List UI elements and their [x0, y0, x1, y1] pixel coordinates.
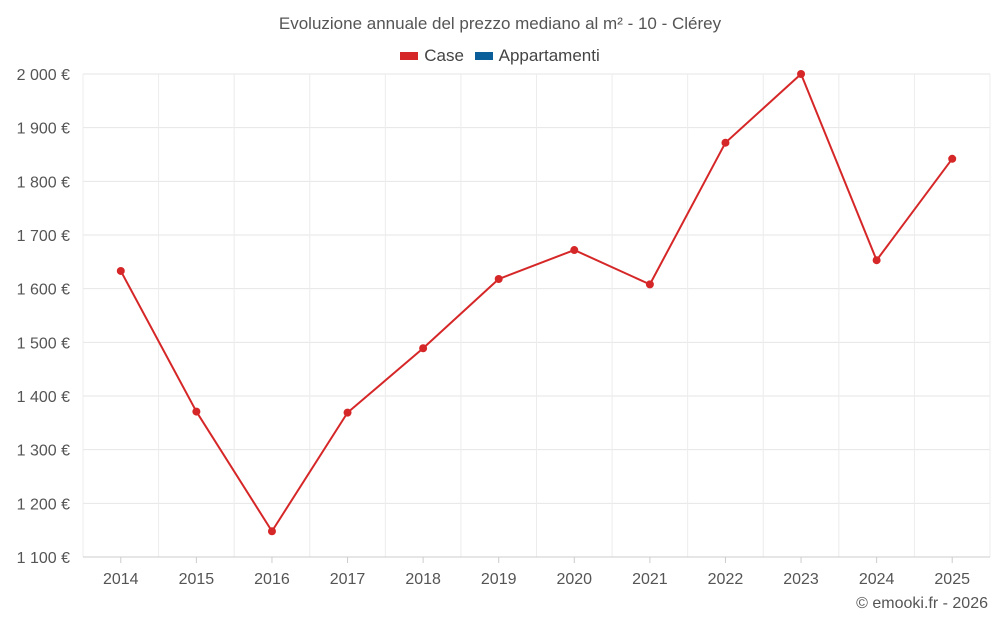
y-tick-label: 1 100 € [17, 550, 70, 567]
series-layer [116, 70, 957, 536]
x-tick-label: 2025 [934, 571, 970, 588]
x-tick-label: 2015 [179, 571, 215, 588]
series-line-case [119, 73, 954, 533]
legend: Case Appartamenti [0, 45, 1000, 66]
data-point [419, 344, 428, 353]
legend-swatch-case [400, 52, 419, 60]
legend-label-case: Case [424, 46, 464, 65]
y-tick-label: 1 500 € [17, 335, 70, 352]
y-axis: 2 000 € 1 900 € 1 800 € 1 700 € 1 600 € 1 500… [17, 67, 70, 567]
x-tick-label: 2022 [708, 571, 744, 588]
y-tick-label: 1 800 € [17, 174, 70, 191]
data-point [267, 527, 276, 536]
x-tick-label: 2014 [103, 571, 139, 588]
data-point [645, 280, 654, 289]
y-tick-label: 1 400 € [17, 389, 70, 406]
data-point [872, 256, 881, 265]
y-tick-label: 1 600 € [17, 282, 70, 299]
x-tick-label: 2023 [783, 571, 819, 588]
y-tick-label: 1 900 € [17, 121, 70, 138]
x-tick-label: 2024 [859, 571, 895, 588]
credit-text: © emooki.fr - 2026 [856, 595, 988, 612]
legend-item-case[interactable]: Case [400, 46, 464, 66]
x-tick-label: 2017 [330, 571, 366, 588]
legend-swatch-appartamenti [474, 52, 493, 60]
data-point [343, 408, 352, 417]
y-tick-label: 1 200 € [17, 496, 70, 513]
legend-label-appartamenti: Appartamenti [498, 46, 600, 65]
y-tick-label: 1 300 € [17, 443, 70, 460]
y-tick-label: 1 700 € [17, 228, 70, 245]
x-tick-label: 2018 [405, 571, 441, 588]
grid [82, 73, 991, 558]
data-point [494, 275, 503, 284]
data-point [192, 407, 201, 416]
x-tick-label: 2016 [254, 571, 290, 588]
data-point [797, 70, 806, 78]
y-tick-label: 2 000 € [17, 67, 70, 84]
data-point [948, 154, 957, 163]
x-tick-label: 2021 [632, 571, 668, 588]
chart-title: Evoluzione annuale del prezzo mediano al… [278, 14, 722, 33]
x-tick-label: 2020 [556, 571, 592, 588]
x-tick-label: 2019 [481, 571, 517, 588]
data-point [116, 266, 125, 275]
x-axis: 2014 2015 2016 2017 2018 2019 2020 2021 2022 2023… [83, 556, 990, 588]
data-point [570, 246, 579, 255]
data-point [721, 138, 730, 147]
legend-item-appartamenti[interactable]: Appartamenti [474, 46, 600, 66]
